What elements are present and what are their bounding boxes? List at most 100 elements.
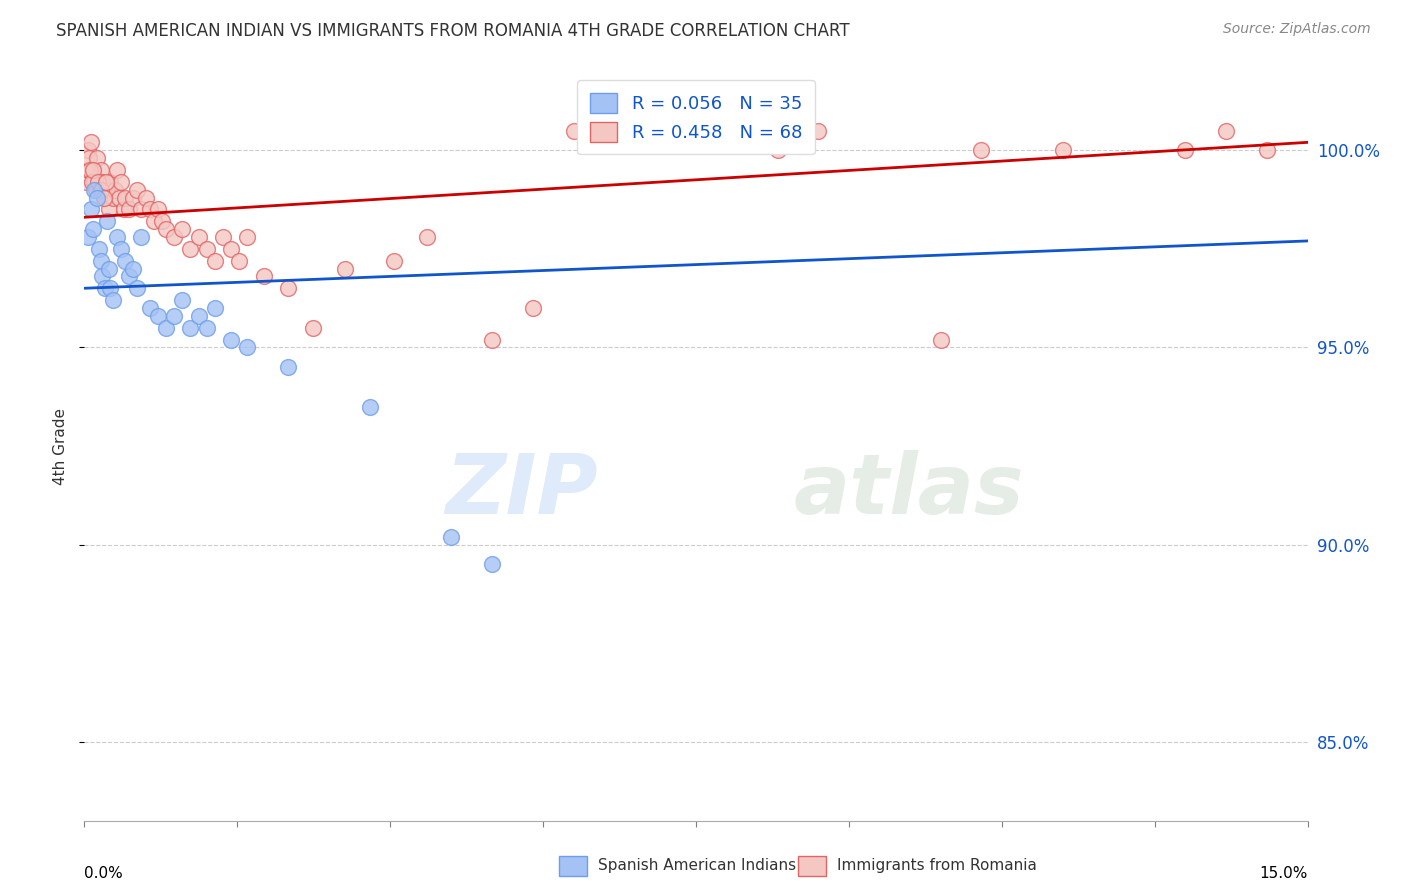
Bar: [797, 856, 827, 876]
Legend: R = 0.056   N = 35, R = 0.458   N = 68: R = 0.056 N = 35, R = 0.458 N = 68: [578, 80, 814, 154]
Point: [86, 190, 108, 204]
Point: [1256, 143, 1278, 157]
Point: [82, 163, 104, 178]
Point: [277, 360, 299, 375]
Point: [135, 190, 157, 204]
Text: Source: ZipAtlas.com: Source: ZipAtlas.com: [1223, 22, 1371, 37]
Point: [86, 151, 108, 165]
Point: [163, 309, 186, 323]
Point: [118, 269, 141, 284]
Text: 0.0%: 0.0%: [84, 865, 124, 880]
Point: [77, 230, 100, 244]
Point: [118, 202, 141, 217]
Point: [87, 183, 110, 197]
Point: [122, 261, 145, 276]
Point: [96, 175, 118, 189]
Point: [155, 320, 177, 334]
Point: [131, 230, 153, 244]
Bar: [560, 856, 588, 876]
Point: [83, 183, 105, 197]
Point: [163, 230, 186, 244]
Point: [219, 333, 242, 347]
Point: [204, 253, 226, 268]
Point: [766, 143, 789, 157]
Point: [277, 281, 299, 295]
Point: [82, 163, 104, 178]
Point: [112, 202, 135, 217]
Point: [146, 202, 169, 217]
Point: [100, 281, 122, 295]
Point: [107, 190, 129, 204]
Point: [195, 242, 218, 256]
Point: [187, 230, 209, 244]
Point: [1174, 143, 1197, 157]
Point: [87, 175, 110, 189]
Text: Immigrants from Romania: Immigrants from Romania: [837, 858, 1036, 872]
Point: [101, 190, 124, 204]
Point: [100, 175, 122, 189]
Point: [1215, 123, 1237, 137]
Point: [562, 123, 585, 137]
Point: [236, 340, 259, 354]
Point: [127, 281, 149, 295]
Text: ZIP: ZIP: [446, 450, 598, 532]
Point: [155, 222, 177, 236]
Point: [114, 253, 136, 268]
Point: [481, 558, 503, 572]
Point: [90, 163, 112, 178]
Point: [104, 183, 127, 197]
Point: [87, 242, 110, 256]
Point: [146, 309, 169, 323]
Text: 15.0%: 15.0%: [1260, 865, 1308, 880]
Point: [929, 333, 952, 347]
Point: [101, 293, 124, 307]
Point: [236, 230, 259, 244]
Text: atlas: atlas: [794, 450, 1025, 532]
Point: [150, 214, 173, 228]
Point: [131, 202, 153, 217]
Point: [172, 293, 194, 307]
Point: [93, 190, 115, 204]
Text: Spanish American Indians: Spanish American Indians: [598, 858, 796, 872]
Point: [84, 183, 107, 197]
Point: [114, 190, 136, 204]
Point: [382, 253, 405, 268]
Point: [138, 202, 160, 217]
Point: [204, 301, 226, 315]
Point: [96, 214, 118, 228]
Point: [219, 242, 242, 256]
Point: [80, 202, 103, 217]
Point: [122, 190, 145, 204]
Point: [127, 183, 149, 197]
Point: [83, 175, 105, 189]
Point: [96, 183, 118, 197]
Point: [105, 163, 128, 178]
Text: SPANISH AMERICAN INDIAN VS IMMIGRANTS FROM ROMANIA 4TH GRADE CORRELATION CHART: SPANISH AMERICAN INDIAN VS IMMIGRANTS FR…: [56, 22, 849, 40]
Point: [91, 269, 114, 284]
Y-axis label: 4th Grade: 4th Grade: [52, 408, 67, 484]
Point: [82, 222, 104, 236]
Point: [76, 163, 98, 178]
Point: [80, 175, 103, 189]
Point: [105, 230, 128, 244]
Point: [212, 230, 235, 244]
Point: [416, 230, 439, 244]
Point: [75, 175, 97, 189]
Point: [335, 261, 357, 276]
Point: [77, 143, 100, 157]
Point: [93, 281, 115, 295]
Point: [142, 214, 165, 228]
Point: [187, 309, 209, 323]
Point: [179, 242, 201, 256]
Point: [90, 183, 112, 197]
Point: [138, 301, 160, 315]
Point: [97, 202, 120, 217]
Point: [77, 151, 100, 165]
Point: [481, 333, 503, 347]
Point: [93, 190, 115, 204]
Point: [807, 123, 830, 137]
Point: [97, 261, 120, 276]
Point: [253, 269, 276, 284]
Point: [359, 400, 381, 414]
Point: [970, 143, 993, 157]
